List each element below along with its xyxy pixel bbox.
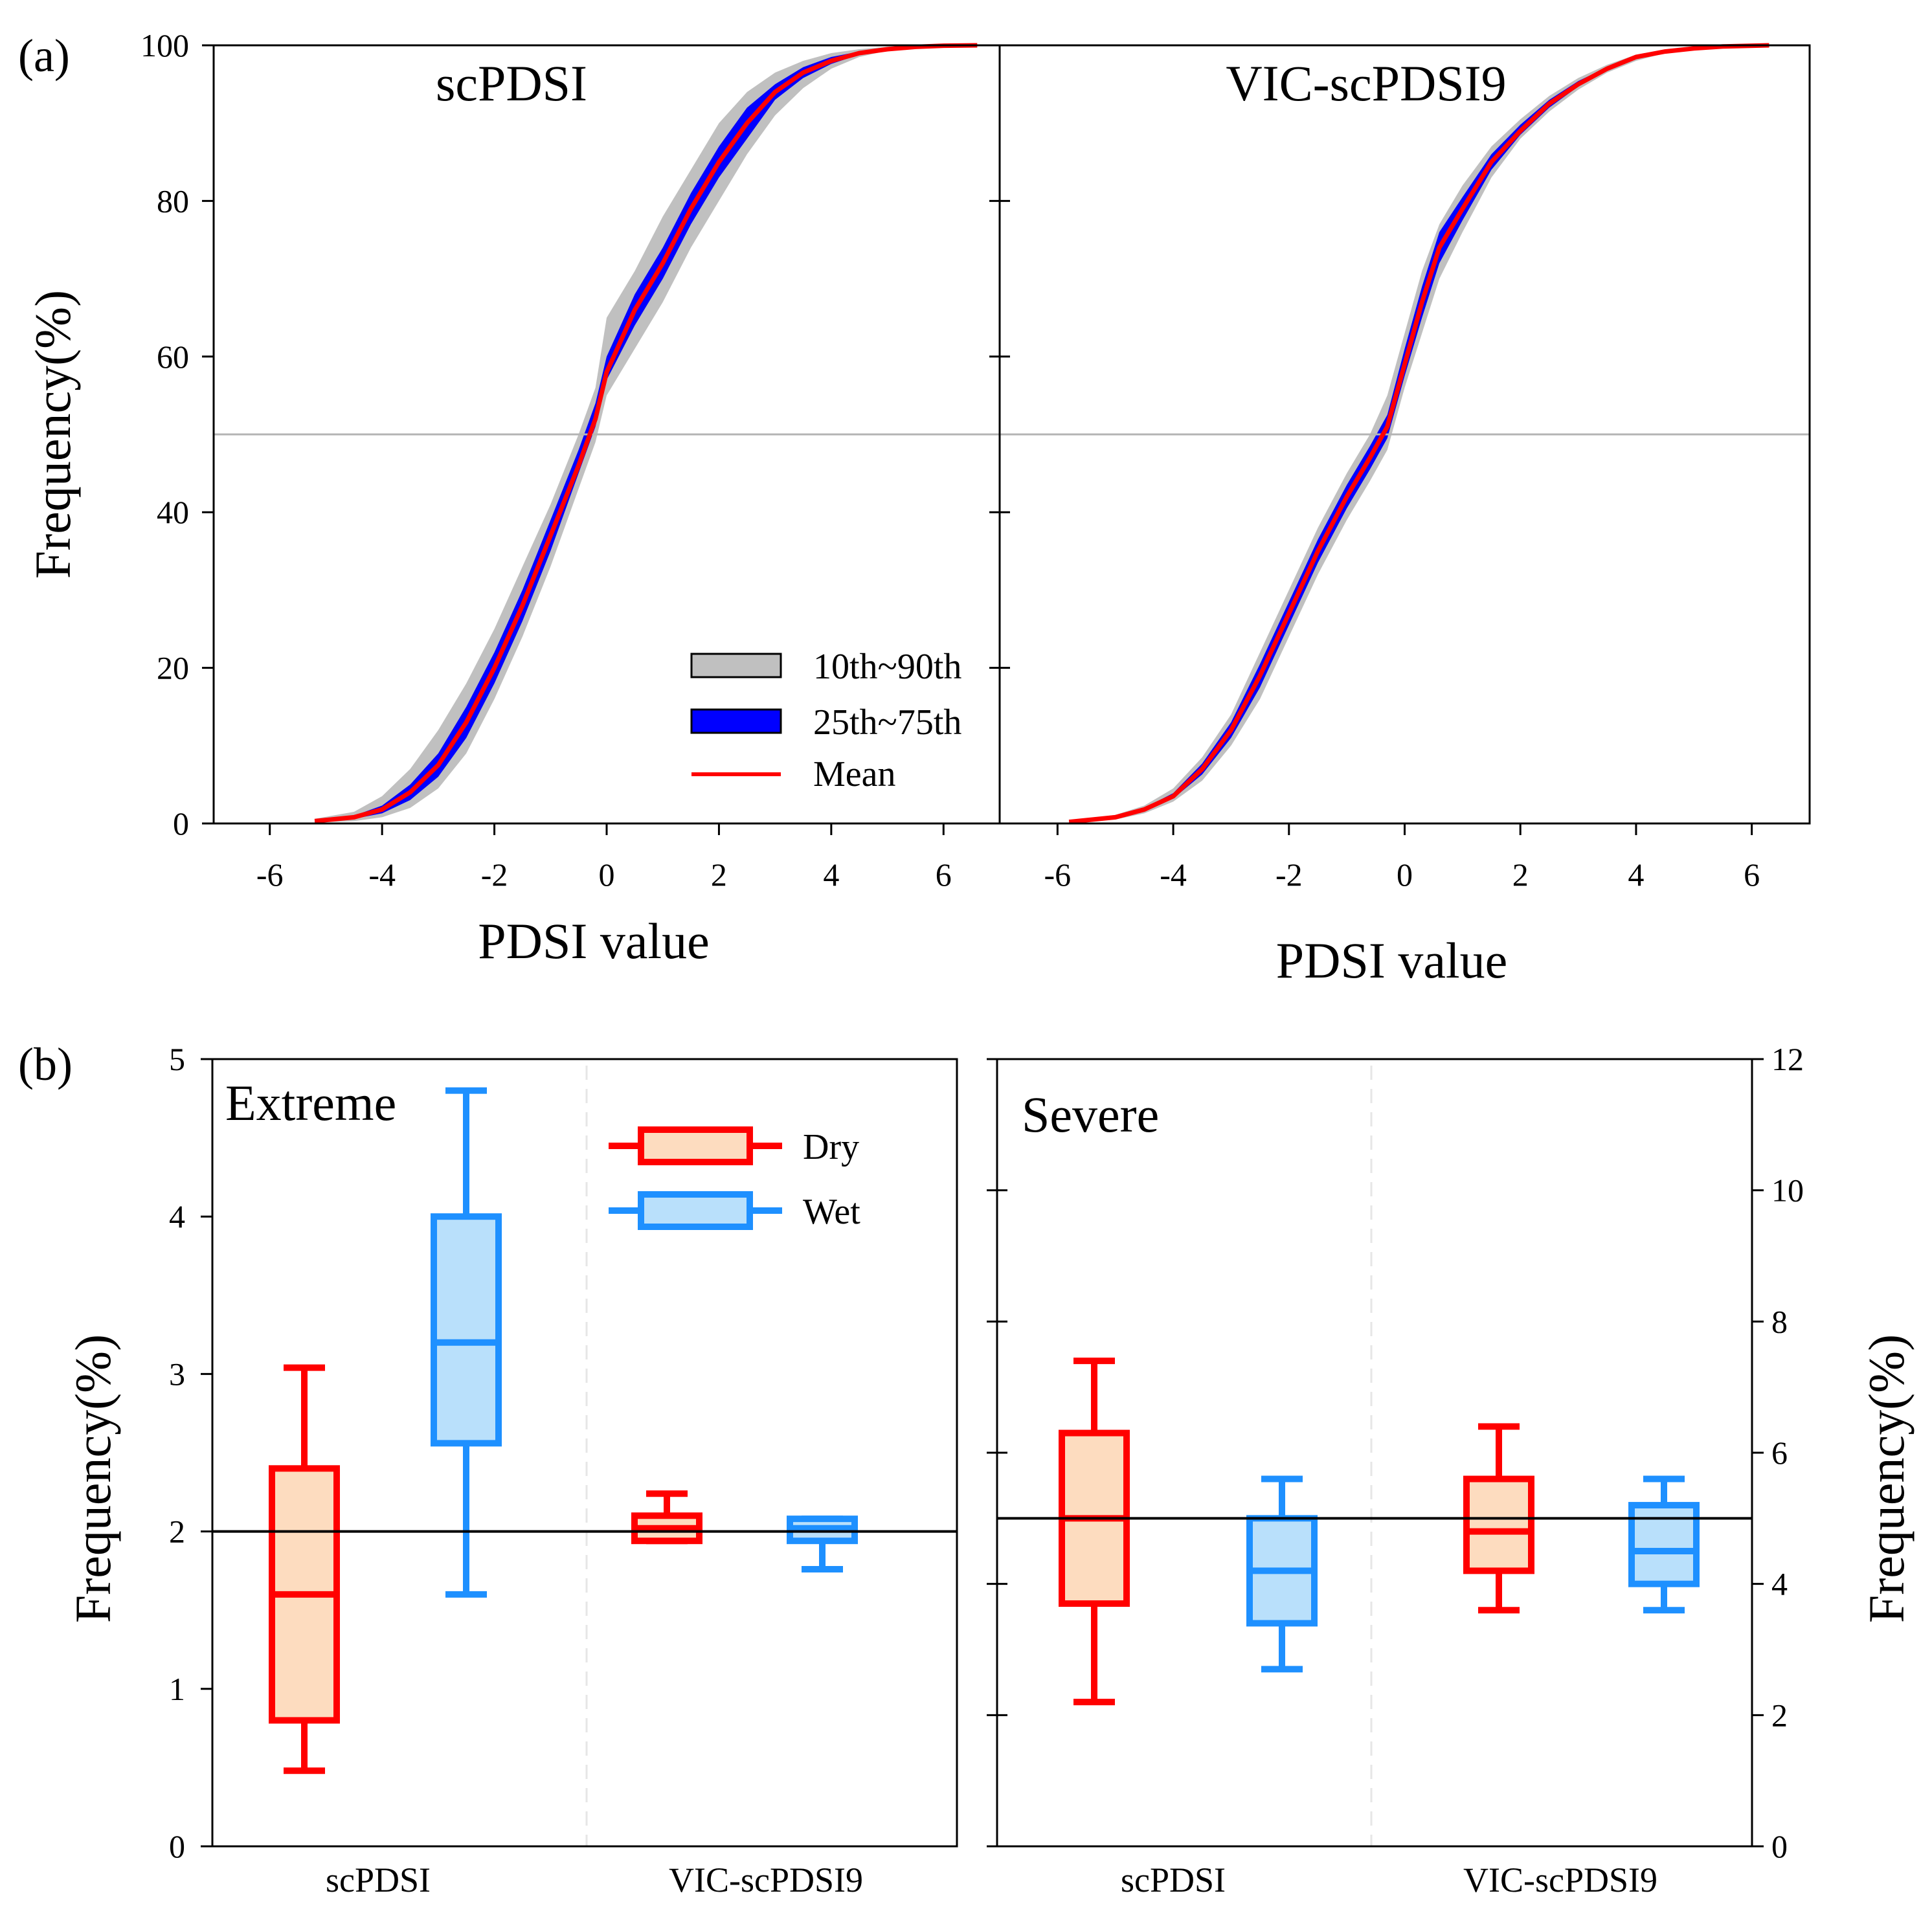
y-tick-label: 0 [173, 805, 189, 842]
y-tick-label: 4 [1771, 1566, 1788, 1602]
y-tick-label: 100 [140, 27, 189, 63]
panel-label-a: (a) [18, 30, 70, 82]
y-tick-label: 4 [169, 1198, 185, 1235]
x-tick-label: 2 [1512, 856, 1529, 893]
x-tick-label: -4 [368, 856, 396, 893]
y-axis-label: Frequency(%) [65, 1334, 121, 1623]
y-axis [989, 44, 1010, 825]
legend-dry-label: Dry [803, 1127, 859, 1167]
y-tick-label: 3 [169, 1356, 185, 1392]
plot-frame [211, 1058, 958, 1848]
x-axis: -6 -4 -2 0 2 4 6 [256, 823, 952, 893]
box-dry-vic-scpdsi9 [1463, 1423, 1534, 1614]
category-label: VIC-scPDSI9 [669, 1861, 863, 1899]
box-dry-vic-scpdsi9 [631, 1490, 702, 1545]
category-label: scPDSI [326, 1861, 431, 1899]
legend-label-25-75: 25th~75th [813, 702, 961, 743]
x-tick-label: 0 [1397, 856, 1413, 893]
x-tick-label: -2 [481, 856, 508, 893]
x-tick-label: 0 [599, 856, 615, 893]
y-tick-label: 2 [169, 1514, 185, 1550]
y-tick-label: 5 [169, 1041, 185, 1077]
y-tick-label: 6 [1771, 1435, 1788, 1471]
cdf-chart-vic-scpdsi9: -6 -4 -2 0 2 4 6 VIC-scPDSI9 PDSI value [989, 43, 1811, 989]
x-axis-label: PDSI value [1276, 932, 1507, 989]
y-tick-label: 12 [1771, 1041, 1804, 1077]
chart-title: Severe [1022, 1086, 1159, 1143]
y-tick-label: 1 [169, 1671, 185, 1707]
y-axis: 0 2 4 6 8 10 12 [987, 1041, 1804, 1864]
x-tick-label: 2 [711, 856, 727, 893]
legend-label-10-90: 10th~90th [813, 647, 961, 687]
y-tick-label: 10 [1771, 1172, 1804, 1209]
box-wet-vic-scpdsi9 [787, 1516, 858, 1572]
chart-title: Extreme [225, 1075, 396, 1131]
legend-wet-box [638, 1191, 753, 1230]
legend: Dry Wet [609, 1126, 860, 1232]
chart-title: scPDSI [436, 55, 587, 111]
box-dry-scpdsi [1059, 1358, 1130, 1706]
mean-line [314, 43, 978, 823]
legend-swatch-25-75 [690, 708, 782, 734]
y-tick-label: 60 [157, 339, 189, 375]
y-axis: 0 1 2 3 4 5 [169, 1041, 212, 1864]
panel-label-b: (b) [18, 1038, 73, 1090]
x-axis: scPDSI VIC-scPDSI9 [1121, 1861, 1657, 1899]
boxes [1059, 1358, 1700, 1706]
box-wet-scpdsi [431, 1087, 502, 1598]
y-tick-label: 80 [157, 183, 189, 219]
x-tick-label: 6 [1744, 856, 1760, 893]
x-axis: scPDSI VIC-scPDSI9 [326, 1861, 863, 1899]
y-tick-label: 2 [1771, 1697, 1788, 1733]
iqr-box [431, 1213, 502, 1447]
cdf-chart-scpdsi: -6 -4 -2 0 2 4 6 0 20 40 60 80 100 scPDSI PDSI valu… [25, 27, 1001, 969]
x-tick-label: 4 [1628, 856, 1644, 893]
box-chart-extreme: 0 1 2 3 4 5 scPDSI VIC-scPDSI9 Extreme Frequen… [65, 1041, 958, 1899]
legend-dry-box [638, 1126, 753, 1165]
legend-label-mean: Mean [813, 754, 896, 794]
box-wet-vic-scpdsi9 [1628, 1475, 1700, 1614]
x-axis: -6 -4 -2 0 2 4 6 [1044, 823, 1760, 893]
x-tick-label: 4 [823, 856, 839, 893]
legend-swatch-10-90 [690, 653, 782, 678]
y-tick-label: 20 [157, 650, 189, 686]
x-tick-label: -6 [1044, 856, 1072, 893]
box-wet-scpdsi [1246, 1475, 1318, 1673]
legend: 10th~90th 25th~75th Mean [690, 647, 961, 794]
y-tick-label: 40 [157, 494, 189, 530]
x-tick-label: -4 [1160, 856, 1187, 893]
box-chart-severe: 0 2 4 6 8 10 12 scPDSI VIC-scPDSI9 Severe Frequ… [987, 1041, 1915, 1899]
y-tick-label: 0 [169, 1828, 185, 1864]
box-dry-scpdsi [269, 1364, 340, 1774]
mean-line [1068, 43, 1769, 825]
y-tick-label: 0 [1771, 1828, 1788, 1864]
y-axis-label: Frequency(%) [1858, 1334, 1915, 1623]
x-tick-label: -6 [256, 856, 284, 893]
boxes [269, 1087, 858, 1774]
category-label: scPDSI [1121, 1861, 1226, 1899]
x-tick-label: 6 [936, 856, 952, 893]
iqr-box [1463, 1475, 1534, 1574]
iqr-box [1628, 1502, 1700, 1587]
legend-wet-label: Wet [803, 1192, 860, 1232]
chart-title: VIC-scPDSI9 [1226, 55, 1506, 111]
y-tick-label: 8 [1771, 1303, 1788, 1339]
y-axis-label: Frequency(%) [25, 290, 81, 579]
category-label: VIC-scPDSI9 [1463, 1861, 1657, 1899]
x-axis-label: PDSI value [478, 913, 709, 969]
x-tick-label: -2 [1275, 856, 1303, 893]
y-axis: 0 20 40 60 80 100 [140, 27, 214, 842]
